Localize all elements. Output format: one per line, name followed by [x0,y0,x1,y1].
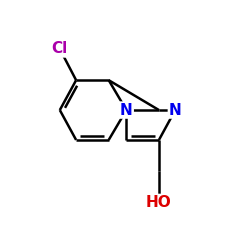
Text: N: N [120,102,133,118]
Text: HO: HO [146,195,172,210]
Text: Cl: Cl [52,42,68,56]
Text: N: N [169,102,181,118]
